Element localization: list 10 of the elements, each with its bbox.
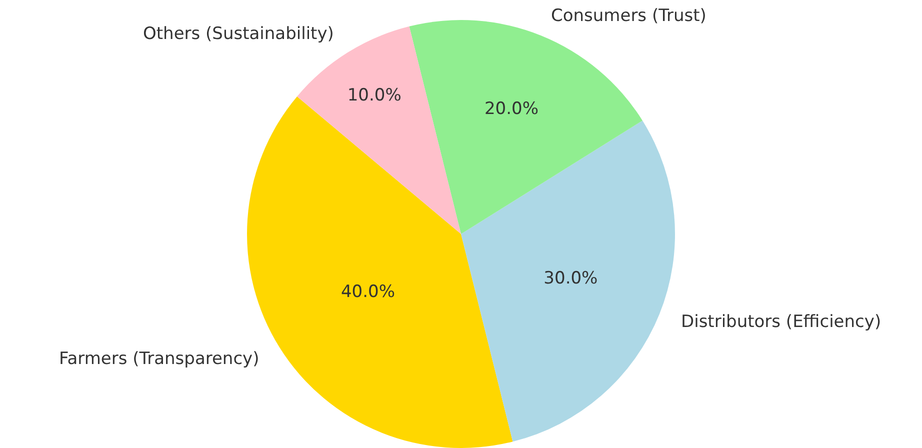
data-label: 30.0% (544, 268, 598, 288)
data-label: 40.0% (340, 282, 395, 302)
pie-slice (409, 20, 642, 234)
data-label: 10.0% (347, 85, 402, 106)
slice-label: Consumers (Trust) (551, 6, 706, 26)
pie-slice (461, 120, 675, 442)
slice-label: Distributors (Efficiency) (681, 312, 882, 332)
data-label: 20.0% (484, 99, 538, 120)
slice-label: Farmers (Transparency) (59, 349, 260, 369)
slice-label: Others (Sustainability) (143, 24, 334, 44)
